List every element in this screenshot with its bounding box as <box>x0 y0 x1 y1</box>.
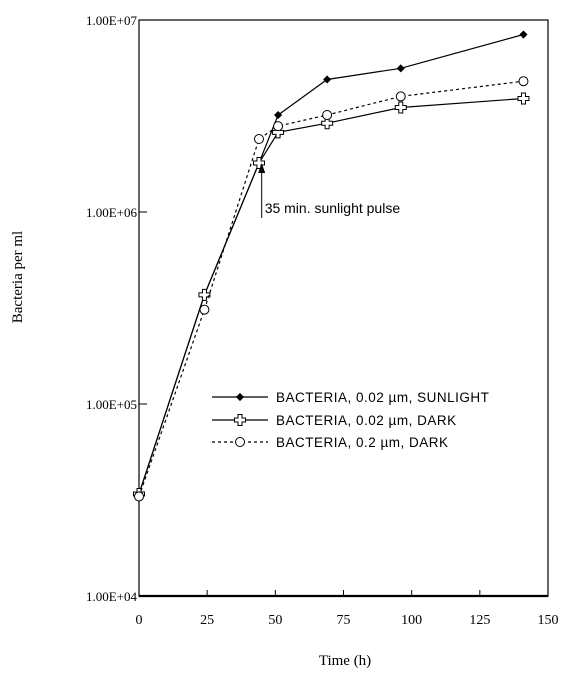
data-point-circle <box>518 76 529 87</box>
axes: 0 25 50 75 100 125 150 1.00E+04 1.00E+05 1.00E+06… <box>86 13 559 628</box>
y-tick-label: 1.00E+07 <box>86 13 138 28</box>
data-point-cross <box>198 288 211 301</box>
data-point-diamond <box>519 30 528 39</box>
y-tick-label: 1.00E+05 <box>86 397 137 412</box>
annotation-arrow-head <box>258 162 266 173</box>
annotation-text: 35 min. sunlight pulse <box>265 200 401 216</box>
annotation: 35 min. sunlight pulse <box>258 162 401 218</box>
data-point-cross <box>234 414 246 426</box>
legend-entry-label: BACTERIA, 0.02 µm, DARK <box>276 413 457 428</box>
data-point-circle <box>322 110 333 121</box>
data-point-cross <box>321 117 334 130</box>
x-tick-label: 150 <box>538 613 559 628</box>
x-tick-label: 75 <box>337 613 351 628</box>
data-point-diamond <box>323 75 332 84</box>
x-tick-label: 125 <box>469 613 490 628</box>
x-axis-label: Time (h) <box>319 653 371 669</box>
data-point-circle <box>134 491 144 502</box>
legend: BACTERIA, 0.02 µm, SUNLIGHT BACTERIA, 0.0… <box>212 390 489 450</box>
x-tick-label: 100 <box>401 613 422 628</box>
data-point-circle <box>235 437 245 447</box>
x-tick-label: 0 <box>136 613 143 628</box>
data-point-diamond <box>235 392 245 402</box>
data-point-circle <box>199 304 210 315</box>
y-axis-label: Bacteria per ml <box>10 231 26 323</box>
data-point-circle <box>273 121 284 132</box>
x-tick-label: 25 <box>200 613 214 628</box>
data-point-circle <box>253 133 264 144</box>
y-tick-label: 1.00E+04 <box>86 589 138 604</box>
data-point-cross <box>517 92 530 105</box>
data-point-diamond <box>273 110 283 120</box>
series-3 <box>134 76 529 502</box>
series-layer <box>133 30 530 502</box>
data-point-diamond <box>396 64 405 73</box>
x-tick-label: 50 <box>268 613 282 628</box>
y-tick-label: 1.00E+06 <box>86 205 138 220</box>
legend-entry-label: BACTERIA, 0.02 µm, SUNLIGHT <box>276 390 489 405</box>
data-point-cross <box>394 101 407 114</box>
legend-entry-label: BACTERIA, 0.2 µm, DARK <box>276 435 449 450</box>
data-point-circle <box>395 91 406 102</box>
